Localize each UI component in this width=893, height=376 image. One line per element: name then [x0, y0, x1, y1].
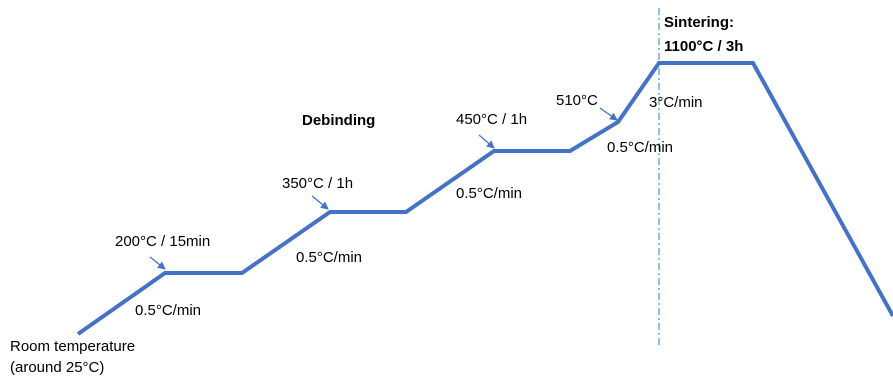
ramp3-rate-label: 0.5°C/min — [456, 185, 522, 202]
temperature-profile-line — [76, 61, 893, 336]
hold2-label: 350°C / 1h — [282, 175, 353, 192]
point-510-label: 510°C — [556, 92, 598, 109]
hold3-label: 450°C / 1h — [456, 111, 527, 128]
ramp1-rate-label: 0.5°C/min — [135, 302, 201, 319]
hold3-pointer-arrow — [478, 134, 495, 149]
ramp2-rate-label: 0.5°C/min — [296, 249, 362, 266]
hold2-pointer-arrow — [311, 195, 329, 210]
debinding-stage-label: Debinding — [302, 112, 375, 129]
ramp4-rate-label: 0.5°C/min — [607, 139, 673, 156]
start-label-line2: (around 25°C) — [10, 359, 104, 376]
hold1-label: 200°C / 15min — [115, 233, 210, 250]
point-510-pointer-arrow — [599, 107, 618, 121]
ramp5-rate-label: 3°C/min — [649, 94, 703, 111]
sintering-stage-label-line1: Sintering: — [664, 14, 734, 31]
sintering-stage-label-line2: 1100°C / 3h — [664, 38, 743, 55]
start-label-line1: Room temperature — [10, 338, 135, 355]
hold1-pointer-arrow — [149, 256, 166, 270]
